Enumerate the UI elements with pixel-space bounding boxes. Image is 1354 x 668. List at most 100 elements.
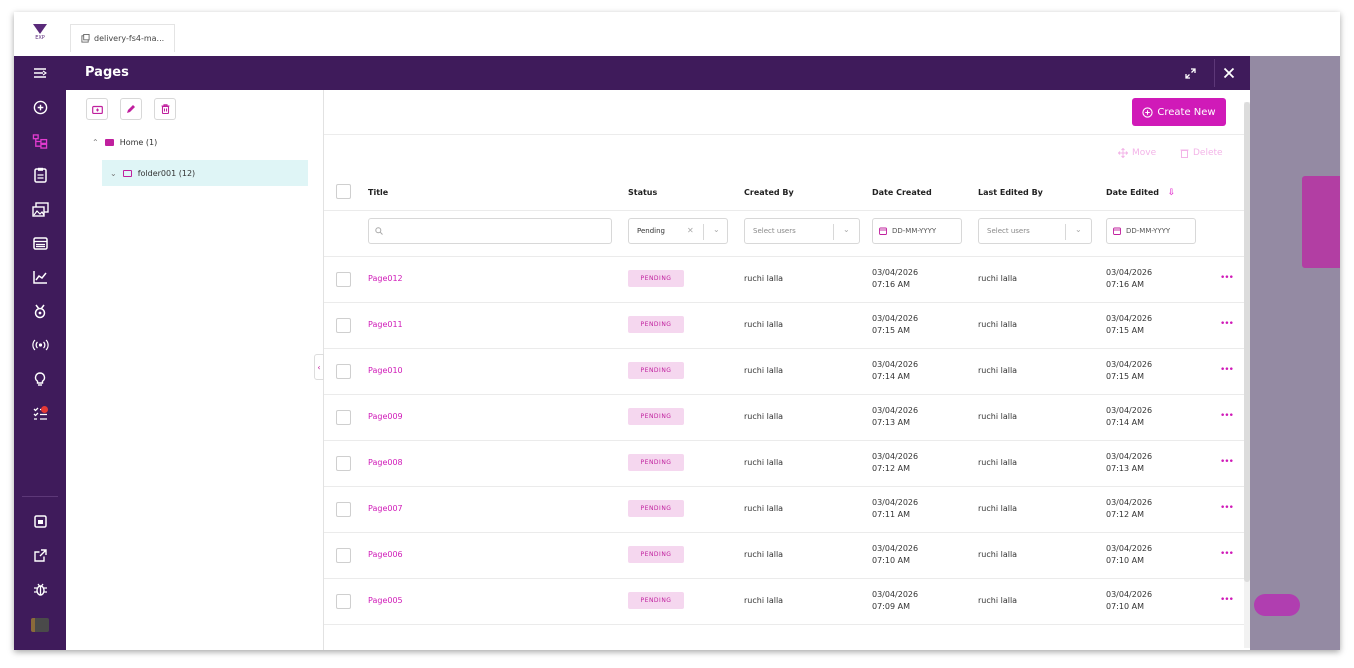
more-options-icon[interactable]: ••• bbox=[1220, 457, 1234, 467]
row-title-link[interactable]: Page007 bbox=[368, 504, 403, 513]
tab-strip: EXP delivery-fs4-ma... bbox=[14, 12, 1340, 56]
row-date-created: 03/04/2026 07:09 AM bbox=[872, 589, 918, 613]
row-edited-date: 03/04/2026 bbox=[1106, 544, 1153, 553]
more-options-icon[interactable]: ••• bbox=[1220, 319, 1234, 329]
row-title-link[interactable]: Page008 bbox=[368, 458, 403, 467]
column-status[interactable]: Status bbox=[628, 188, 658, 197]
row-date-created: 03/04/2026 07:16 AM bbox=[872, 267, 918, 291]
column-date-created[interactable]: Date Created bbox=[872, 188, 932, 197]
tree-node-folder001[interactable]: ⌄ folder001 (12) bbox=[102, 160, 308, 186]
delete-label: Delete bbox=[1193, 148, 1223, 158]
row-created-date: 03/04/2026 bbox=[872, 544, 919, 553]
move-button[interactable]: Move bbox=[1118, 148, 1156, 158]
row-checkbox[interactable] bbox=[336, 502, 351, 517]
chevron-down-icon[interactable]: ⌄ bbox=[110, 168, 117, 178]
last-edited-placeholder: Select users bbox=[987, 227, 1030, 235]
row-created-date: 03/04/2026 bbox=[872, 406, 919, 415]
row-divider bbox=[324, 532, 1244, 533]
status-filter-select[interactable]: Pending ✕ ⌄ bbox=[628, 218, 728, 244]
add-circle-icon[interactable] bbox=[14, 90, 66, 124]
bug-icon[interactable] bbox=[14, 572, 66, 606]
row-title-link[interactable]: Page005 bbox=[368, 596, 403, 605]
title-search-input[interactable] bbox=[368, 218, 612, 244]
row-title-link[interactable]: Page010 bbox=[368, 366, 403, 375]
chevron-up-icon[interactable]: ⌃ bbox=[92, 138, 99, 147]
status-badge: PENDING bbox=[628, 592, 684, 609]
row-date-edited: 03/04/2026 07:13 AM bbox=[1106, 451, 1152, 475]
row-created-date: 03/04/2026 bbox=[872, 314, 919, 323]
menu-icon[interactable] bbox=[14, 56, 66, 90]
row-checkbox[interactable] bbox=[336, 272, 351, 287]
tree-icon[interactable] bbox=[14, 124, 66, 158]
more-options-icon[interactable]: ••• bbox=[1220, 503, 1234, 513]
badge-icon[interactable] bbox=[14, 294, 66, 328]
select-all-checkbox[interactable] bbox=[336, 184, 351, 199]
row-divider bbox=[324, 394, 1244, 395]
tasks-icon[interactable] bbox=[14, 396, 66, 430]
images-icon[interactable] bbox=[14, 192, 66, 226]
row-checkbox[interactable] bbox=[336, 548, 351, 563]
lightbulb-icon[interactable] bbox=[14, 362, 66, 396]
column-title[interactable]: Title bbox=[368, 188, 389, 197]
rename-folder-button[interactable] bbox=[120, 98, 142, 120]
external-link-icon[interactable] bbox=[14, 538, 66, 572]
row-checkbox[interactable] bbox=[336, 594, 351, 609]
expand-icon[interactable] bbox=[1176, 59, 1204, 87]
clear-icon[interactable]: ✕ bbox=[687, 226, 694, 235]
row-created-by: ruchi lalla bbox=[744, 412, 784, 421]
calendar-icon bbox=[1113, 227, 1121, 235]
last-edited-filter-select[interactable]: Select users ⌄ bbox=[978, 218, 1092, 244]
more-options-icon[interactable]: ••• bbox=[1220, 595, 1234, 605]
close-icon[interactable] bbox=[1214, 59, 1242, 87]
column-last-edited-by[interactable]: Last Edited By bbox=[978, 188, 1043, 197]
user-avatar[interactable] bbox=[14, 608, 66, 642]
sort-down-icon[interactable]: ⇩ bbox=[1167, 188, 1176, 198]
chevron-down-icon[interactable]: ⌄ bbox=[1075, 225, 1082, 234]
created-by-filter-select[interactable]: Select users ⌄ bbox=[744, 218, 860, 244]
column-date-edited[interactable]: Date Edited ⇩ bbox=[1106, 188, 1175, 198]
row-edited-time: 07:16 AM bbox=[1106, 280, 1144, 289]
row-checkbox[interactable] bbox=[336, 364, 351, 379]
table-scrollbar[interactable] bbox=[1244, 102, 1250, 648]
rail-divider bbox=[22, 496, 58, 497]
column-created-by[interactable]: Created By bbox=[744, 188, 794, 197]
scrollbar-thumb[interactable] bbox=[1244, 102, 1250, 582]
row-edited-date: 03/04/2026 bbox=[1106, 590, 1153, 599]
chevron-down-icon[interactable]: ⌄ bbox=[713, 225, 720, 234]
more-options-icon[interactable]: ••• bbox=[1220, 411, 1234, 421]
create-new-button[interactable]: Create New bbox=[1132, 98, 1226, 126]
more-options-icon[interactable]: ••• bbox=[1220, 365, 1234, 375]
row-title-link[interactable]: Page012 bbox=[368, 274, 403, 283]
row-date-edited: 03/04/2026 07:15 AM bbox=[1106, 313, 1152, 337]
chart-icon[interactable] bbox=[14, 260, 66, 294]
tree-node-home[interactable]: ⌃ Home (1) bbox=[92, 138, 157, 147]
row-checkbox[interactable] bbox=[336, 410, 351, 425]
browser-icon[interactable] bbox=[14, 226, 66, 260]
file-tab[interactable]: delivery-fs4-ma... bbox=[70, 24, 176, 52]
more-options-icon[interactable]: ••• bbox=[1220, 273, 1234, 283]
date-created-filter[interactable]: DD-MM-YYYY bbox=[872, 218, 962, 244]
row-checkbox[interactable] bbox=[336, 318, 351, 333]
delete-folder-button[interactable] bbox=[154, 98, 176, 120]
collapse-panel-button[interactable]: ‹ bbox=[314, 354, 324, 380]
row-title-link[interactable]: Page006 bbox=[368, 550, 403, 559]
row-divider bbox=[324, 624, 1244, 625]
app-logo[interactable]: EXP bbox=[32, 24, 48, 46]
row-title-link[interactable]: Page009 bbox=[368, 412, 403, 421]
calendar-icon[interactable] bbox=[14, 504, 66, 538]
row-title-link[interactable]: Page011 bbox=[368, 320, 403, 329]
date-edited-filter[interactable]: DD-MM-YYYY bbox=[1106, 218, 1196, 244]
new-folder-button[interactable] bbox=[86, 98, 108, 120]
chevron-down-icon[interactable]: ⌄ bbox=[843, 225, 850, 234]
broadcast-icon[interactable] bbox=[14, 328, 66, 362]
row-edited-by: ruchi lalla bbox=[978, 412, 1018, 421]
row-created-date: 03/04/2026 bbox=[872, 268, 919, 277]
plus-circle-icon bbox=[1142, 106, 1154, 118]
row-date-edited: 03/04/2026 07:12 AM bbox=[1106, 497, 1152, 521]
row-checkbox[interactable] bbox=[336, 456, 351, 471]
folder-open-icon bbox=[104, 139, 114, 146]
clipboard-icon[interactable] bbox=[14, 158, 66, 192]
more-options-icon[interactable]: ••• bbox=[1220, 549, 1234, 559]
delete-button[interactable]: Delete bbox=[1180, 148, 1223, 158]
row-created-by: ruchi lalla bbox=[744, 504, 784, 513]
